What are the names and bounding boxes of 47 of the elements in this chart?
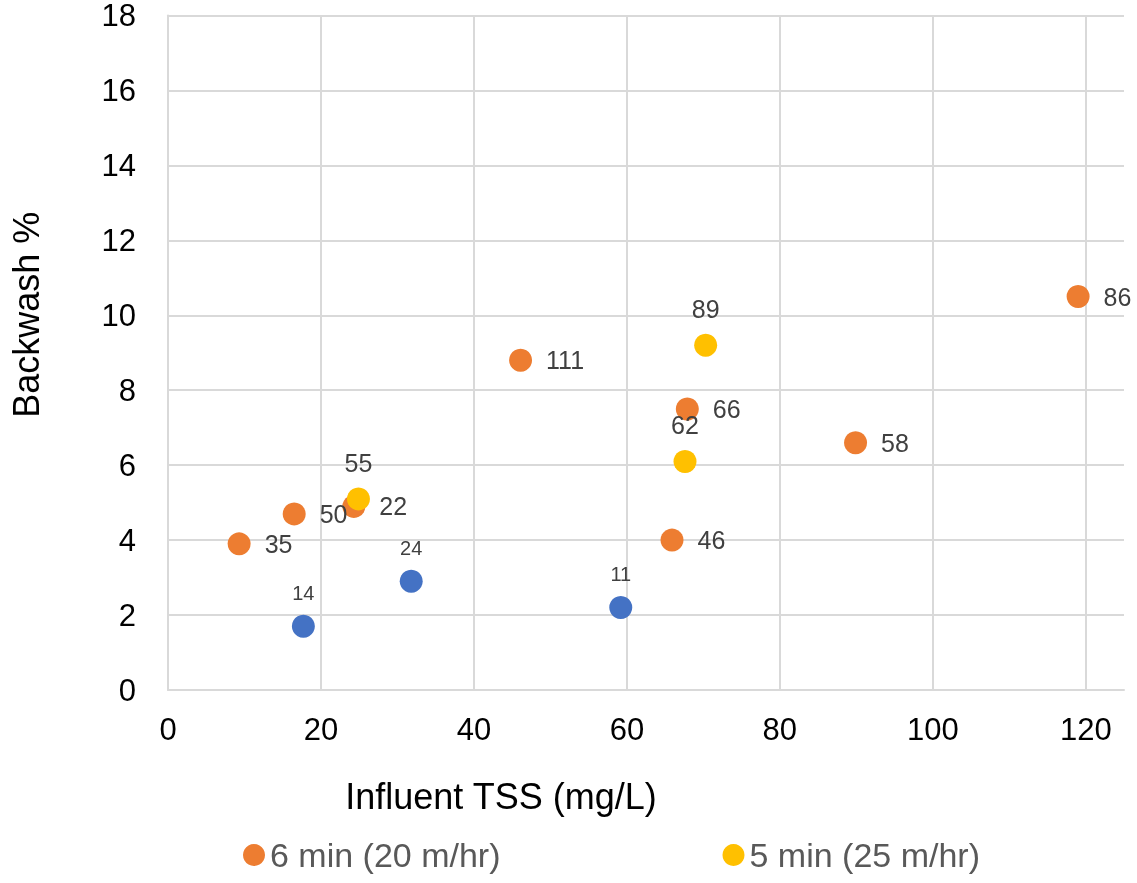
x-tick-label: 0 [159, 712, 177, 747]
annotation: 86 [1103, 282, 1132, 311]
point [844, 431, 868, 455]
x-tick-label: 40 [456, 712, 492, 747]
legend-label: 5 min (25 m/hr) [749, 836, 980, 874]
annotation: 55 [344, 448, 373, 477]
annotation: 111 [546, 346, 585, 375]
y-axis-title: Backwash % [5, 211, 47, 418]
annotation: 58 [881, 428, 909, 457]
y-tick-label: 18 [101, 0, 136, 33]
point [609, 596, 633, 620]
point [282, 502, 306, 526]
point [346, 487, 370, 511]
y-tick-label: 4 [118, 522, 136, 558]
y-tick-label: 16 [101, 72, 136, 108]
y-tick-label: 8 [118, 372, 136, 408]
annotation: 50 [319, 499, 348, 528]
point [694, 333, 718, 357]
x-tick-label: 20 [303, 712, 339, 747]
annotation: 89 [691, 295, 720, 324]
annotation: 66 [712, 394, 741, 423]
point [673, 449, 697, 473]
annotation: 22 [379, 492, 408, 521]
x-tick-label: 80 [762, 712, 798, 747]
legend-label: 6 min (20 m/hr) [270, 836, 501, 874]
point [1066, 285, 1090, 309]
x-tick-label: 60 [609, 712, 645, 747]
x-tick-label: 100 [906, 712, 959, 747]
y-tick-label: 0 [118, 672, 136, 708]
x-tick-label: 120 [1059, 712, 1112, 747]
x-axis-title: Influent TSS (mg/L) [345, 775, 657, 817]
annotation: 46 [697, 526, 726, 555]
annotation: 14 [292, 581, 315, 604]
y-tick-label: 10 [101, 297, 136, 333]
y-tick-label: 2 [118, 597, 136, 633]
point [227, 532, 251, 556]
y-tick-label: 6 [118, 447, 136, 483]
point [509, 348, 533, 372]
point [291, 614, 315, 638]
y-tick-label: 12 [101, 222, 136, 258]
point [399, 569, 423, 593]
annotation: 62 [671, 411, 699, 440]
annotation: 24 [400, 536, 423, 559]
point [660, 528, 684, 552]
annotation: 35 [264, 529, 293, 558]
annotation: 11 [610, 563, 632, 586]
y-tick-label: 14 [101, 147, 136, 183]
